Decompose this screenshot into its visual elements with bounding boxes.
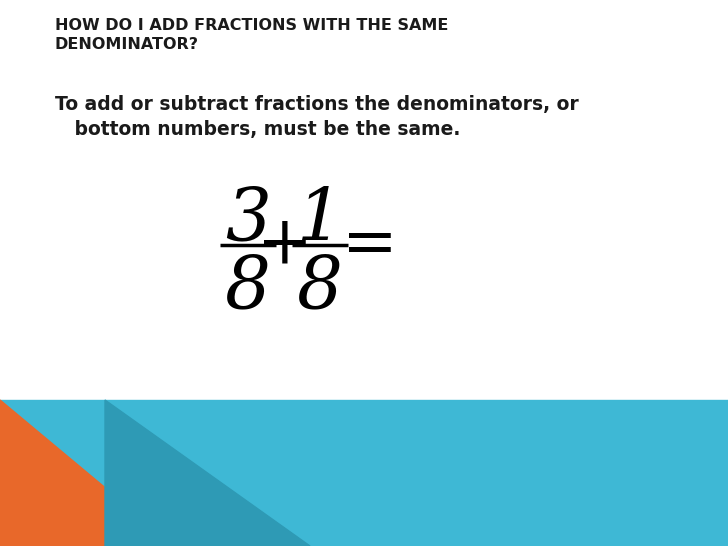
Text: To add or subtract fractions the denominators, or
   bottom numbers, must be the: To add or subtract fractions the denomin…: [55, 95, 579, 139]
Polygon shape: [0, 400, 175, 546]
Bar: [0, 400, 728, 546]
Text: +: +: [257, 212, 313, 277]
Text: 8: 8: [297, 253, 343, 324]
Text: =: =: [342, 212, 398, 277]
Text: HOW DO I ADD FRACTIONS WITH THE SAME
DENOMINATOR?: HOW DO I ADD FRACTIONS WITH THE SAME DEN…: [55, 18, 448, 52]
Text: 1: 1: [297, 185, 343, 256]
Polygon shape: [105, 400, 310, 546]
Text: 3: 3: [225, 185, 271, 256]
Text: 8: 8: [225, 253, 271, 324]
